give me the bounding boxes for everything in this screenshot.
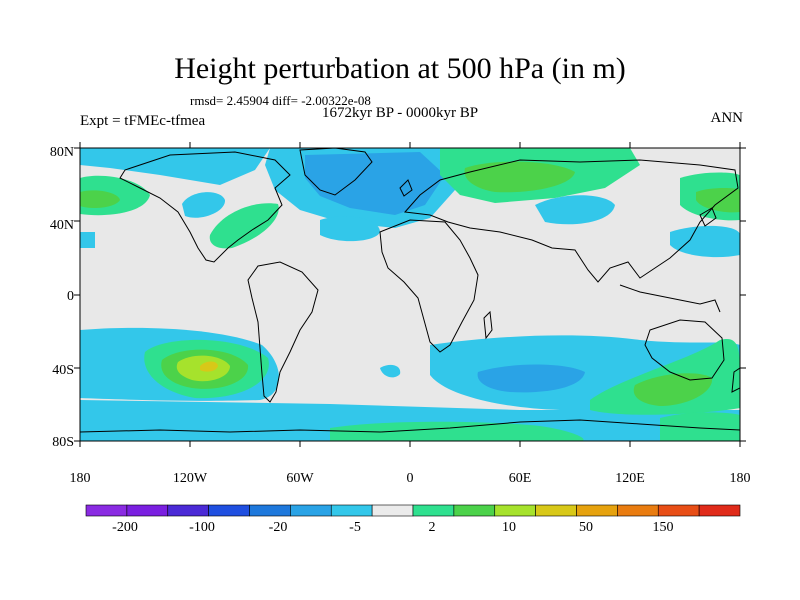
coast-uk (399, 179, 413, 197)
lon-label-180w: 180 (70, 471, 91, 486)
lon-label-120w: 120W (173, 471, 208, 486)
lon-label-180e: 180 (730, 471, 751, 486)
colorbar-labels: -200 -100 -20 -5 2 10 50 150 (112, 520, 673, 535)
colorbar-swatch (167, 504, 209, 517)
colorbar-swatch (617, 504, 659, 517)
lat-label-0: 0 (67, 289, 74, 304)
negative-region-southern-ocean (80, 400, 740, 441)
lat-label-40s: 40S (52, 363, 74, 378)
negative-region-southern-indian-core (477, 364, 585, 393)
axis-ticks (74, 142, 746, 447)
coast-greenland (299, 148, 373, 196)
coast-southeast-asia (619, 284, 721, 313)
positive-region-north-america (209, 203, 279, 249)
positive-region-antarctic (330, 421, 584, 441)
colorbar-swatch (494, 504, 536, 517)
colorbar-label: 10 (502, 520, 516, 535)
negative-region-pacific-edge (80, 232, 95, 248)
coast-australia (644, 319, 725, 381)
colorbar-swatch (412, 504, 455, 517)
coast-japan (699, 207, 717, 227)
negative-region-asia (535, 195, 615, 225)
page-title: Height perturbation at 500 hPa (in m) (174, 52, 626, 85)
experiment-label: Expt = tFMEc-tfmea (80, 113, 206, 129)
colorbar-label: 150 (653, 520, 674, 535)
colorbar-swatch (330, 504, 373, 517)
lon-label-60e: 60E (509, 471, 532, 486)
height-field (80, 148, 740, 441)
colorbar-label: 2 (429, 520, 436, 535)
negative-region-pacific-small (182, 192, 226, 218)
coast-africa (379, 219, 479, 353)
colorbar-label: -5 (349, 520, 361, 535)
positive-region-north-pacific-core (80, 190, 120, 208)
positive-region-southern-pacific-far (660, 412, 740, 441)
coast-north-america (119, 151, 291, 263)
coast-madagascar (483, 310, 493, 340)
coastlines (80, 148, 740, 433)
colorbar-swatch (126, 504, 169, 517)
colorbar-swatch (657, 504, 700, 517)
colorbar-swatch (535, 504, 577, 517)
lat-label-80s: 80S (52, 435, 74, 450)
stats-label: rmsd= 2.45904 diff= -2.00322e-08 (190, 93, 371, 108)
colorbar-label: -100 (189, 520, 215, 535)
negative-region-north-pacific-west (80, 148, 270, 185)
negative-region-central-atlantic (320, 216, 380, 242)
colorbar-label: 50 (579, 520, 593, 535)
colorbar (85, 504, 741, 517)
colorbar-swatch (290, 504, 332, 517)
period-label: 1672kyr BP - 0000kyr BP (322, 105, 479, 121)
season-label: ANN (710, 110, 744, 126)
lon-label-0: 0 (407, 471, 414, 486)
colorbar-swatch (453, 504, 496, 517)
colorbar-swatch (85, 504, 128, 517)
coast-eurasia (403, 159, 739, 283)
colorbar-swatch (371, 504, 414, 517)
positive-region-southwest-pacific-core (633, 373, 713, 406)
coast-south-america (247, 261, 319, 403)
lat-label-40n: 40N (50, 218, 74, 233)
lon-label-60w: 60W (286, 471, 314, 486)
colorbar-swatch (208, 504, 250, 517)
colorbar-swatch (698, 504, 741, 517)
lon-label-120e: 120E (615, 471, 645, 486)
negative-region-south-atlantic-small (380, 364, 401, 378)
lat-label-80n: 80N (50, 145, 74, 160)
colorbar-swatch (576, 504, 618, 517)
colorbar-label: -20 (269, 520, 288, 535)
colorbar-label: -200 (112, 520, 138, 535)
negative-region-north-atlantic-core (305, 152, 445, 215)
coast-new-zealand (731, 367, 740, 393)
positive-region-south-pacific-peak (200, 361, 218, 372)
colorbar-swatch (249, 504, 291, 517)
positive-region-eurasia-core (464, 161, 575, 193)
negative-region-west-pacific (670, 225, 740, 258)
coast-antarctica (80, 419, 740, 433)
